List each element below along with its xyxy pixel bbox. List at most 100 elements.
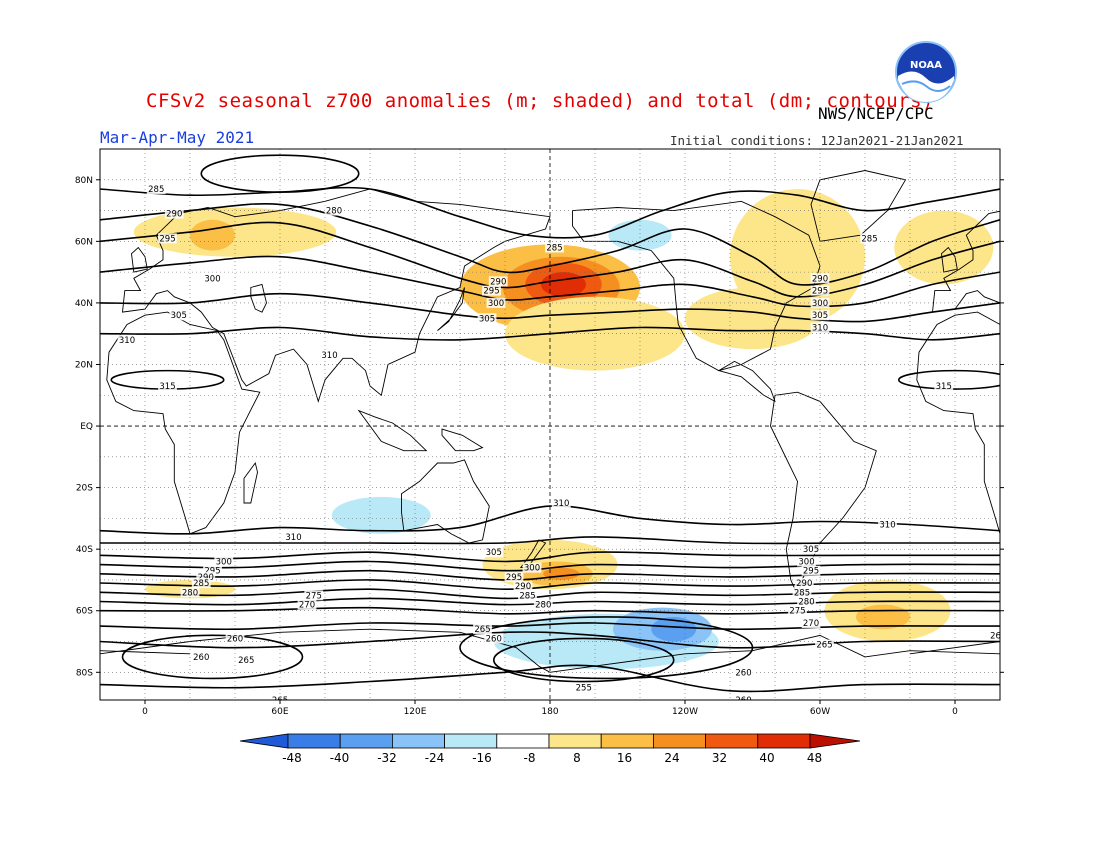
contour-label-bg [169, 310, 189, 321]
colorbar-label: 40 [759, 751, 774, 765]
contour-label-bg [533, 599, 553, 610]
contour-290 [100, 569, 1000, 581]
contour-label: 265 [474, 625, 490, 635]
contour-label: 295 [204, 567, 220, 577]
contour-label: 305 [171, 311, 187, 321]
coastline-layer [100, 170, 1000, 673]
contour-label-bg [158, 233, 177, 244]
contour-label: 290 [796, 579, 812, 589]
contour-label-bg [320, 350, 339, 361]
lat-tick-label: 60N [75, 237, 93, 247]
contour-label-bg [270, 695, 290, 700]
lat-tick-label: 40S [76, 545, 93, 555]
contour-label: 275 [306, 591, 322, 601]
contour-label: 260 [193, 653, 209, 663]
contour-label-bg [117, 334, 137, 345]
colorbar-box [757, 733, 811, 749]
contour-label: 295 [159, 234, 175, 244]
contour-label-bg [297, 599, 317, 610]
contour-label: 295 [812, 287, 828, 297]
colorbar-label: -24 [425, 751, 445, 765]
contour-label-bg [810, 273, 830, 284]
contour-label: 305 [812, 311, 828, 321]
contour-label-bg [214, 556, 234, 567]
coastline-caspian [250, 283, 267, 313]
closed-contour-260 [459, 616, 754, 680]
contour-label-bg [801, 544, 821, 555]
contour-label: 255 [576, 684, 592, 694]
contour-label: 26 [990, 631, 1001, 641]
colorbar-label: 48 [807, 751, 822, 765]
contour-label: 265 [816, 641, 832, 651]
contour-label-bg [236, 654, 256, 665]
contour-label: 305 [486, 548, 502, 558]
contour-label: 300 [488, 299, 504, 309]
coastline-indonesia [357, 409, 428, 452]
contour-label: 290 [198, 573, 214, 583]
lon-tick-label: 60W [810, 707, 830, 717]
lon-tick-label: 120E [404, 707, 427, 717]
contour-label: 295 [803, 567, 819, 577]
contour-label-bg [477, 313, 497, 324]
lat-tick-label: 20N [75, 360, 93, 370]
contour-label-bg [164, 208, 184, 219]
contour-label-bg [486, 297, 506, 308]
contour-label-bg [522, 562, 542, 573]
contour-295 [100, 221, 1000, 298]
contour-label-bg [810, 322, 830, 333]
contour-label-bg [797, 556, 816, 567]
contour-label: 305 [479, 314, 495, 324]
lat-tick-label: 40N [75, 299, 93, 309]
contour-label-bg [324, 205, 344, 216]
contour-label: 300 [524, 564, 540, 574]
contour-label-bg [815, 639, 834, 650]
closed-contour-265 [121, 634, 304, 680]
contour-label: 290 [515, 582, 531, 592]
colorbar-min-arrow [239, 733, 289, 749]
noaa-logo-icon: NOAA [895, 41, 957, 103]
contour-label: 260 [735, 668, 751, 678]
colorbar-box [600, 733, 654, 749]
colorbar-label: -16 [472, 751, 492, 765]
colorbar-label: 24 [664, 751, 679, 765]
colorbar-box [287, 733, 341, 749]
contour-305 [100, 536, 1000, 545]
noaa-logo-text: NOAA [910, 60, 942, 71]
contour-label: 295 [506, 573, 522, 583]
contour-300 [100, 551, 1000, 563]
contour-280 [100, 588, 1000, 600]
contour-label: 260 [227, 634, 243, 644]
contour-label: 280 [182, 588, 198, 598]
contour-label-bg [158, 381, 177, 392]
colorbar-box [444, 733, 498, 749]
contour-label-bg [225, 633, 245, 644]
contour-label: 300 [798, 557, 814, 567]
contour-label-bg [551, 497, 571, 508]
chart-title: CFSv2 seasonal z700 anomalies (m; shaded… [146, 90, 934, 112]
contour-label: 310 [321, 351, 337, 361]
contour-label: 305 [803, 545, 819, 555]
colorbar-label: 8 [573, 751, 581, 765]
contour-265 [100, 622, 1000, 631]
colorbar-box [653, 733, 707, 749]
contour-270 [100, 606, 1000, 615]
contour-label-bg [482, 285, 501, 296]
contour-label: 315 [159, 382, 175, 392]
contour-label-bg [284, 531, 303, 542]
contour-label-bg [304, 590, 324, 601]
contour-label-bg [473, 624, 492, 635]
coastline-antarctica-right [549, 634, 1000, 673]
contour-label-bg [488, 276, 508, 287]
contour-285 [100, 579, 1000, 591]
contour-label-bg [734, 695, 753, 700]
contour-label: 280 [535, 601, 551, 611]
contour-label-bg [180, 587, 200, 598]
contour-label-bg [203, 273, 222, 284]
colorbar-label: -32 [377, 751, 397, 765]
contour-label-bg [734, 667, 753, 678]
anomaly-region [133, 207, 337, 257]
contour-label-bg [810, 297, 830, 308]
lon-tick-label: 0 [952, 707, 958, 717]
contour-label: 290 [490, 277, 506, 287]
colorbar-label: 32 [712, 751, 727, 765]
